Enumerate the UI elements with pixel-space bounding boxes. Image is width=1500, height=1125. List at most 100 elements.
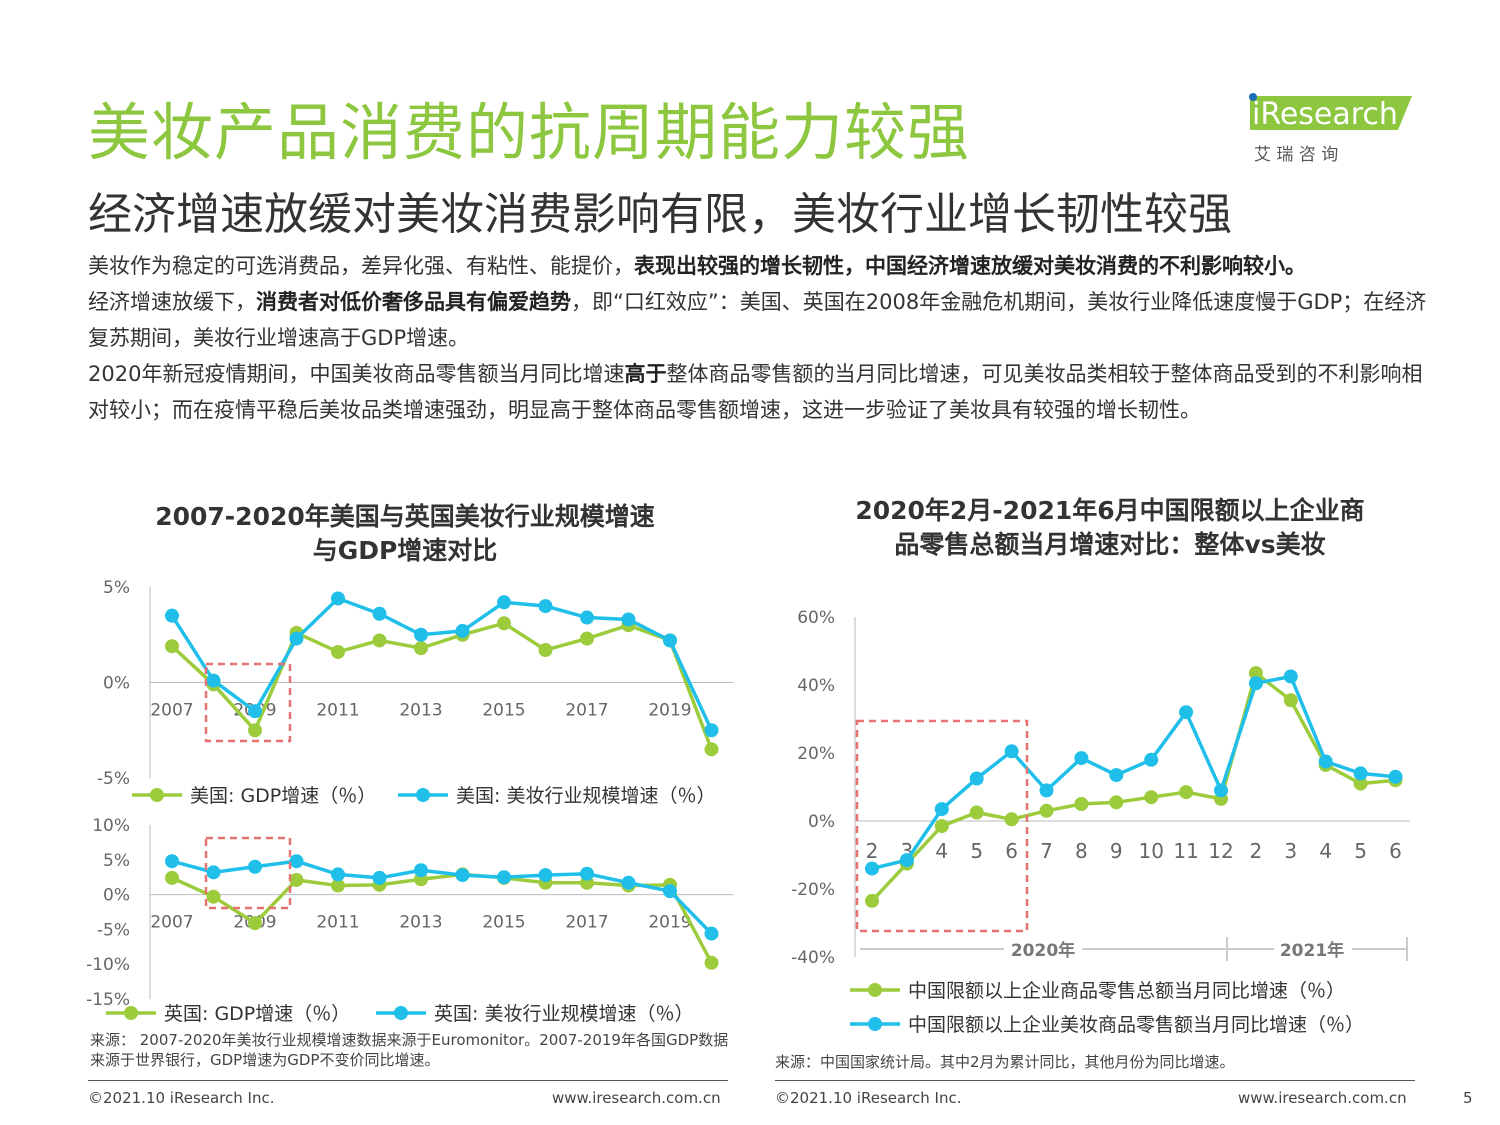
us-chart-series-2-point	[538, 599, 553, 614]
uk-chart-series-1-point	[248, 916, 262, 931]
cn-chart-y-tick-label: -20%	[791, 880, 835, 900]
uk-chart-y-tick-label: -15%	[86, 990, 130, 1010]
us-chart-series-2-point	[206, 673, 221, 688]
iresearch-logo: iResearch 艾 瑞 咨 询	[1249, 93, 1412, 165]
cn-chart-x-tick-label: 7	[1040, 839, 1053, 863]
us-legend-beauty-marker	[416, 788, 430, 802]
cn-legend-beauty-marker	[868, 1017, 882, 1031]
paragraph-1: 美妆作为稳定的可选消费品，差异化强、有粘性、能提价，表现出较强的增长韧性，中国经…	[88, 254, 1306, 278]
us-chart-series-1-point	[580, 631, 594, 646]
paragraph-3: 2020年新冠疫情期间，中国美妆商品零售额当月同比增速高于整体商品零售额的当月同…	[88, 362, 1423, 422]
uk-chart-series-2-point	[165, 854, 179, 869]
cn-chart-x-tick-label: 6	[1389, 839, 1402, 863]
uk-chart-series-2-point	[663, 884, 677, 899]
left-source-note: 来源： 2007-2020年美妆行业规模增速数据来源于Euromonitor。2…	[90, 1031, 729, 1069]
uk-chart-x-tick-label: 2019	[648, 913, 691, 933]
cn-chart-series-2-point	[1074, 751, 1089, 766]
us-chart-x-tick-label: 2011	[316, 701, 359, 721]
us-chart-series-1-line	[170, 621, 714, 750]
cn-legend-beauty-label: 中国限额以上企业美妆商品零售额当月同比增速（％）	[908, 1014, 1364, 1036]
uk-chart-y-tick-label: 10%	[92, 816, 130, 836]
uk-chart-series-2-point	[248, 859, 262, 874]
page-title: 美妆产品消费的抗周期能力较强	[88, 96, 971, 169]
us-legend-gdp-label: 美国: GDP增速（％）	[190, 785, 376, 807]
us-chart-x-tick-label: 2013	[399, 701, 442, 721]
cn-chart-x-tick-label: 8	[1075, 839, 1088, 863]
logo-subtext: 艾 瑞 咨 询	[1254, 145, 1338, 165]
uk-chart-y-tick-label: 5%	[103, 851, 130, 871]
us-chart-series-1-point	[165, 639, 179, 654]
cn-chart-series-2-point	[1388, 769, 1403, 784]
uk-legend-gdp-label: 英国: GDP增速（％）	[164, 1003, 350, 1025]
us-chart-x-tick-label: 2019	[648, 701, 691, 721]
uk-chart-series-2-point	[538, 868, 553, 883]
cn-chart-series-1-point	[865, 893, 879, 908]
us-chart-series-2-point	[248, 704, 262, 719]
cn-chart-series-2-point	[1353, 766, 1368, 781]
uk-chart-series-2-point	[704, 926, 719, 941]
right-chart-title: 2020年2月-2021年6月中国限额以上企业商 品零售总额当月增速对比：整体v…	[855, 496, 1365, 559]
us-chart-y-tick-label: 0%	[103, 674, 130, 694]
footer-url-left: www.iresearch.com.cn	[552, 1089, 721, 1107]
logo-text: iResearch	[1252, 97, 1398, 132]
us-chart-series-2-point	[621, 612, 636, 627]
cn-chart-series-1-point	[1283, 693, 1298, 708]
us-chart-series-1-point	[538, 643, 553, 658]
cn-chart-series-2-point	[865, 861, 879, 876]
period-2021-label: 2021年	[1280, 940, 1344, 961]
cn-chart-series-2-point	[1144, 752, 1159, 767]
cn-chart-series-2-point	[1179, 705, 1194, 720]
us-legend-gdp-marker	[150, 788, 164, 802]
us-chart-x-tick-label: 2017	[565, 701, 608, 721]
footer-url-right: www.iresearch.com.cn	[1238, 1089, 1407, 1107]
uk-chart-series-2-point	[621, 875, 636, 890]
cn-chart-series-1-point	[1144, 790, 1159, 805]
cn-chart-series-2-point	[1318, 754, 1333, 769]
us-chart-series-2-point	[414, 627, 428, 642]
uk-chart-series-1-point	[704, 955, 719, 970]
us-legend-beauty-label: 美国: 美妆行业规模增速（％）	[456, 785, 715, 807]
cn-legend-total-label: 中国限额以上企业商品零售总额当月同比增速（％）	[908, 980, 1345, 1002]
uk-chart-x-tick-label: 2011	[316, 913, 359, 933]
cn-chart-x-tick-label: 4	[935, 839, 948, 863]
uk-chart-series-2-point	[580, 866, 594, 881]
us-chart-series-2-point	[289, 631, 304, 646]
cn-chart-series-1-line	[870, 670, 1396, 903]
cn-legend-total-marker	[868, 983, 882, 997]
uk-chart-series-2-point	[372, 870, 387, 885]
cn-chart-series-1-point	[969, 805, 984, 820]
cn-chart-y-tick-label: 0%	[808, 812, 835, 832]
cn-chart-x-tick-label: 10	[1138, 839, 1163, 863]
uk-chart-x-tick-label: 2017	[565, 913, 608, 933]
us-chart-y-tick-label: 5%	[103, 578, 130, 598]
uk-chart-series-1-point	[206, 889, 221, 904]
us-chart-series-2-point	[704, 723, 719, 738]
uk-chart-series-2-point	[455, 868, 470, 883]
uk-chart-y-tick-label: -5%	[97, 920, 130, 940]
us-chart-y-tick-label: -5%	[97, 769, 130, 789]
us-chart-series-2-point	[165, 608, 179, 623]
us-chart-x-tick-label: 2007	[150, 701, 193, 721]
period-2021-label-bg	[1274, 938, 1352, 960]
footer-divider-right	[775, 1080, 1415, 1081]
cn-chart-series-2-point	[899, 853, 914, 868]
uk-chart-x-tick-label: 2007	[150, 913, 193, 933]
uk-legend-beauty-marker	[394, 1006, 408, 1020]
cn-chart-x-tick-label: 4	[1319, 839, 1332, 863]
cn-chart-x-tick-label: 2	[866, 839, 879, 863]
us-chart-series-1-point	[331, 644, 345, 659]
cn-chart-series-2-line	[871, 674, 1396, 871]
period-2020-label-bg	[1004, 938, 1082, 960]
uk-chart-x-tick-label: 2013	[399, 913, 442, 933]
cn-chart-y-tick-label: -40%	[791, 948, 835, 968]
uk-chart-series-2-point	[289, 854, 304, 869]
us-chart-series-2-point	[663, 633, 677, 648]
us-chart-series-2-point	[372, 606, 387, 621]
cn-chart-x-tick-label: 3	[1284, 839, 1297, 863]
cn-chart-series-1-point	[1039, 803, 1054, 818]
uk-chart-series-1-point	[165, 870, 179, 885]
us-chart-series-1-point	[414, 641, 428, 656]
cn-chart-series-2-point	[969, 771, 984, 786]
uk-crisis-highlight-box	[204, 836, 292, 910]
